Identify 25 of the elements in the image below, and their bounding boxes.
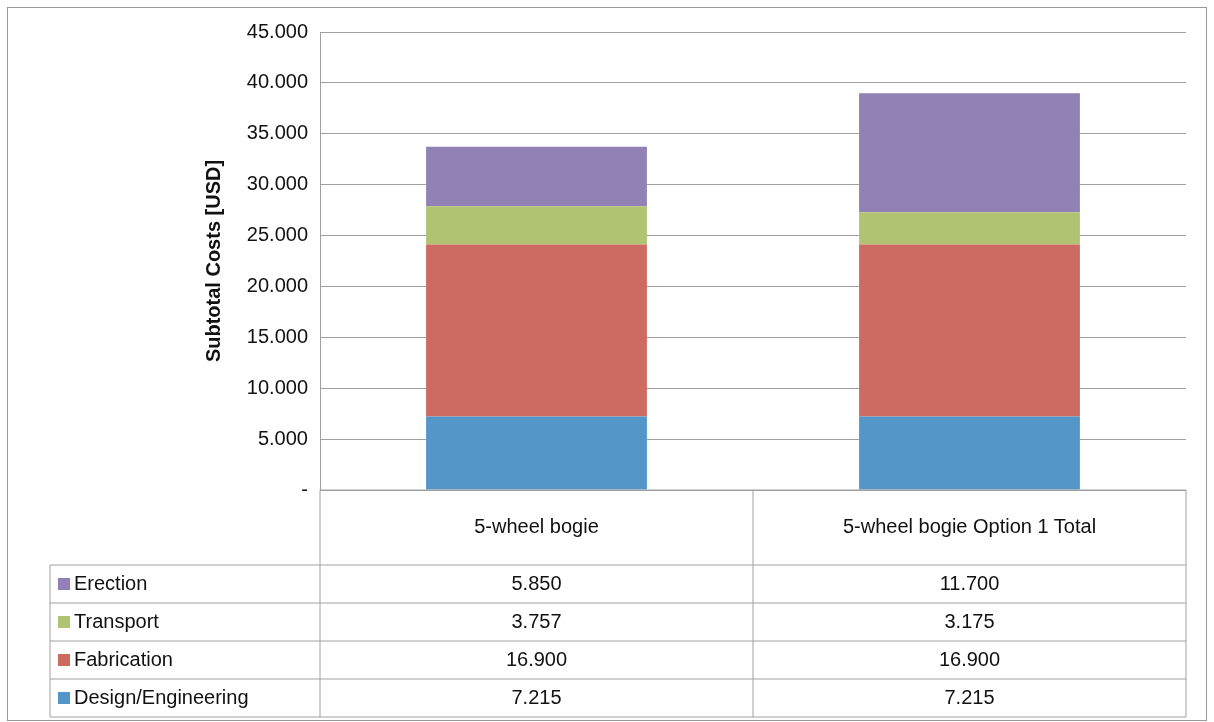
data-label: 7.215	[944, 685, 995, 708]
data-label: 3.757	[511, 609, 562, 632]
y-tick-label: 5.000	[257, 426, 308, 449]
y-axis-title: Subtotal Costs [USD]	[201, 159, 224, 363]
x-tick-label: 5-wheel bogie Option 1 Total	[842, 515, 1097, 538]
y-tick-label: -	[301, 477, 308, 500]
data-label: 3.175	[944, 609, 995, 632]
y-tick-label: 10.000	[246, 375, 308, 398]
legend-label: Erection	[74, 571, 148, 594]
y-tick-label: 40.000	[246, 70, 308, 93]
data-label: 7.215	[511, 685, 562, 708]
data-label: 11.700	[939, 571, 1000, 594]
legend-label: Fabrication	[74, 647, 173, 670]
data-label: 5.850	[511, 571, 562, 594]
data-label: 16.900	[938, 647, 1001, 670]
y-tick-label: 45.000	[246, 19, 308, 42]
legend-label: Transport	[74, 609, 160, 632]
y-tick-label: 25.000	[246, 223, 308, 246]
y-tick-label: 35.000	[246, 121, 308, 144]
x-tick-label: 5-wheel bogie	[474, 515, 599, 538]
legend-label: Design/Engineering	[74, 685, 249, 708]
y-tick-label: 15.000	[246, 324, 308, 347]
data-label: 16.900	[505, 647, 568, 670]
y-tick-label: 30.000	[246, 172, 308, 195]
y-tick-label: 20.000	[246, 273, 308, 296]
